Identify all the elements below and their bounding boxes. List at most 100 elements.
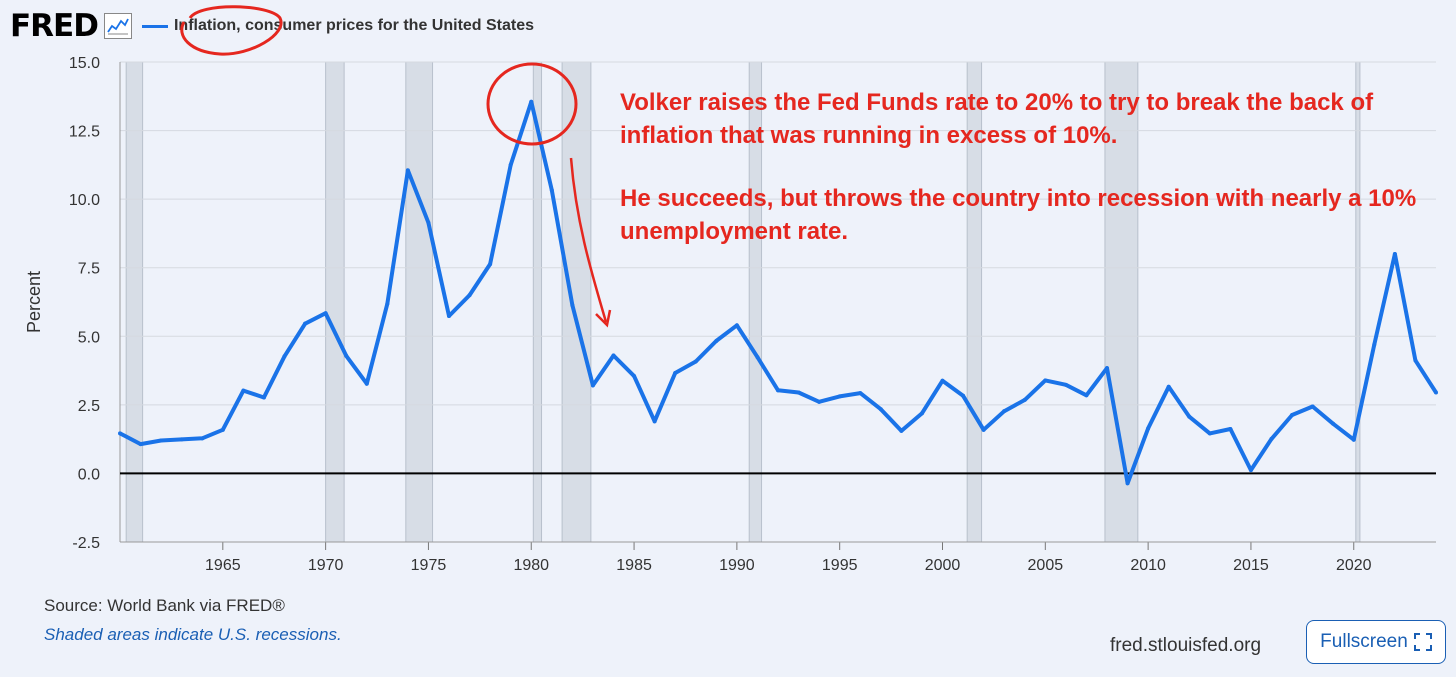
y-tick-label: 10.0 (69, 192, 100, 209)
fullscreen-label: Fullscreen (1320, 631, 1408, 652)
y-tick-label: 12.5 (69, 124, 100, 141)
x-tick-label: 2010 (1130, 557, 1166, 574)
data-point[interactable] (878, 407, 883, 412)
data-point[interactable] (1105, 366, 1109, 371)
y-tick-label: 5.0 (78, 329, 100, 346)
annotation-line-2: He succeeds, but throws the country into… (620, 185, 1417, 245)
fred-logo[interactable]: FRED (10, 8, 99, 44)
data-point[interactable] (323, 311, 328, 316)
line-chart-icon[interactable] (103, 13, 132, 39)
data-point[interactable] (1146, 426, 1151, 431)
data-point[interactable] (1413, 358, 1418, 363)
x-tick-label: 2015 (1233, 557, 1269, 574)
data-point[interactable] (447, 313, 451, 318)
data-point[interactable] (385, 301, 390, 306)
data-point[interactable] (1022, 397, 1027, 402)
y-tick-label: 7.5 (78, 261, 100, 278)
data-point[interactable] (961, 393, 966, 398)
data-point[interactable] (1063, 382, 1068, 387)
data-point[interactable] (200, 436, 205, 441)
y-tick-label: 15.0 (69, 55, 100, 72)
data-point[interactable] (1084, 393, 1089, 398)
data-point[interactable] (1290, 413, 1295, 418)
data-point[interactable] (570, 303, 575, 308)
fullscreen-button[interactable]: Fullscreen (1306, 620, 1446, 664)
data-point[interactable] (220, 427, 225, 432)
annotation-arrow (569, 157, 608, 323)
data-point[interactable] (241, 388, 246, 393)
x-tick-label: 2000 (925, 557, 961, 574)
data-point[interactable] (1228, 426, 1233, 431)
data-point[interactable] (1331, 421, 1336, 426)
x-tick-label: 1985 (616, 557, 652, 574)
data-point[interactable] (118, 431, 122, 436)
data-point[interactable] (1434, 390, 1438, 395)
annotation-text: Volker raises the Fed Funds rate to 20% … (620, 86, 1430, 248)
y-tick-label: 0.0 (78, 466, 100, 483)
data-point[interactable] (734, 323, 739, 328)
data-point[interactable] (508, 162, 513, 167)
data-point[interactable] (159, 438, 164, 443)
data-point[interactable] (261, 395, 266, 400)
data-point[interactable] (1207, 431, 1212, 436)
data-point[interactable] (1002, 409, 1007, 414)
data-point[interactable] (549, 188, 554, 193)
data-point[interactable] (1351, 437, 1356, 442)
data-point[interactable] (858, 391, 863, 396)
annotation-circle-title (180, 5, 283, 56)
data-point[interactable] (467, 293, 472, 298)
data-point[interactable] (1187, 414, 1192, 419)
data-point[interactable] (282, 354, 287, 359)
data-point[interactable] (755, 355, 760, 360)
data-point[interactable] (632, 374, 637, 379)
data-point[interactable] (179, 437, 184, 442)
data-point[interactable] (837, 394, 842, 399)
data-point[interactable] (405, 168, 410, 173)
x-tick-label: 1995 (822, 557, 858, 574)
data-point[interactable] (714, 338, 719, 343)
data-point[interactable] (1043, 378, 1048, 383)
data-point[interactable] (673, 371, 678, 376)
x-tick-label: 1990 (719, 557, 755, 574)
data-point[interactable] (981, 427, 986, 432)
data-point[interactable] (693, 359, 698, 364)
y-tick-label: 2.5 (78, 398, 100, 415)
annotation-circle-peak (486, 62, 578, 146)
legend-series-label[interactable]: Inflation, consumer prices for the Unite… (173, 17, 535, 34)
data-point[interactable] (899, 428, 904, 433)
data-point[interactable] (796, 390, 801, 395)
data-point[interactable] (590, 383, 595, 388)
data-point[interactable] (1269, 436, 1274, 441)
data-point[interactable] (1125, 481, 1130, 486)
recession-band (325, 61, 345, 543)
data-point[interactable] (364, 381, 369, 386)
data-point[interactable] (1392, 252, 1397, 256)
data-point[interactable] (940, 378, 945, 383)
data-point[interactable] (1248, 468, 1253, 473)
data-point[interactable] (529, 99, 534, 104)
x-tick-label: 2005 (1028, 557, 1064, 574)
series-layer (118, 99, 1438, 486)
data-point[interactable] (488, 262, 493, 267)
x-tick-label: 1970 (308, 557, 344, 574)
x-tick-label: 1965 (205, 557, 241, 574)
recession-band (405, 61, 434, 543)
site-url[interactable]: fred.stlouisfed.org (1110, 635, 1262, 656)
data-point[interactable] (1310, 404, 1315, 409)
chart-header: FRED Inflation, consumer prices for the … (10, 8, 534, 44)
data-point[interactable] (776, 388, 780, 393)
data-point[interactable] (344, 353, 349, 358)
data-point[interactable] (652, 419, 657, 424)
data-point[interactable] (138, 442, 143, 447)
recession-band (561, 61, 592, 543)
annotation-arrowhead (595, 309, 612, 328)
data-point[interactable] (611, 353, 616, 358)
source-note: Source: World Bank via FRED® (44, 596, 285, 615)
data-point[interactable] (1372, 342, 1377, 347)
data-point[interactable] (426, 220, 431, 225)
data-point[interactable] (919, 411, 924, 416)
data-point[interactable] (1166, 384, 1171, 389)
data-point[interactable] (817, 399, 822, 404)
y-axis-label: Percent (24, 271, 44, 333)
data-point[interactable] (303, 321, 308, 326)
